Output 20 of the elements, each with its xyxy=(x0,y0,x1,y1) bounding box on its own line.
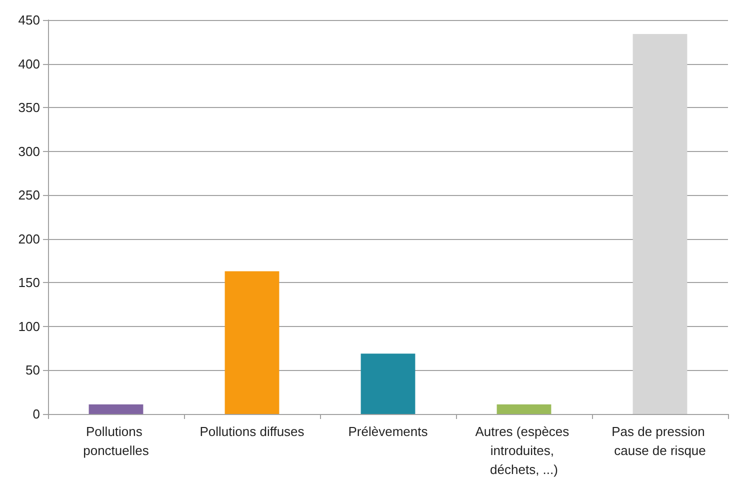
y-tick-label: 350 xyxy=(18,100,40,116)
bar xyxy=(88,404,144,414)
y-tick-label: 300 xyxy=(18,144,40,159)
y-tick-label: 100 xyxy=(18,318,40,334)
bar xyxy=(224,271,280,414)
y-tick-label: 50 xyxy=(26,362,40,378)
x-tick-label: Autres (espèces introduites, déchets, ...) xyxy=(475,424,573,477)
bar xyxy=(360,354,416,414)
y-tick-label: 450 xyxy=(18,12,40,28)
bar xyxy=(632,34,688,414)
y-tick-label: 250 xyxy=(18,188,40,203)
bar xyxy=(496,404,552,414)
y-tick-label: 400 xyxy=(18,56,40,72)
y-tick-label: 0 xyxy=(32,406,40,422)
x-tick-label: Prélèvements xyxy=(348,424,428,439)
x-tick-label: Pollutions diffuses xyxy=(200,424,305,439)
x-tick-label: Pas de pression cause de risque xyxy=(612,424,708,458)
x-tick-label: Pollutions ponctuelles xyxy=(83,424,150,458)
y-tick-label: 200 xyxy=(18,231,40,246)
y-tick-label: 150 xyxy=(18,275,40,290)
